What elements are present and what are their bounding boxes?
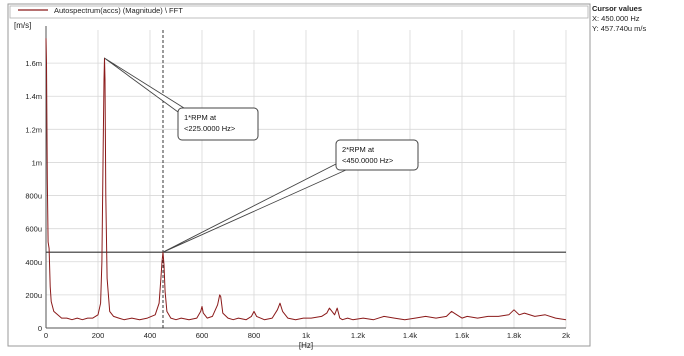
x-tick-label: 2k [562,331,570,340]
y-axis-label: [m/s] [14,21,31,30]
x-tick-label: 200 [92,331,105,340]
y-tick-label: 800u [25,192,42,201]
rpm1-annotation-text: 1*RPM at <225.0000 Hz> [184,113,236,133]
x-tick-label: 400 [144,331,157,340]
y-tick-label: 200u [25,291,42,300]
cursor-values-panel: Cursor values X: 450.000 Hz Y: 457.740u … [592,4,682,34]
annotation-line: <450.0000 Hz> [342,156,394,165]
x-tick-label: 1.2k [351,331,365,340]
x-tick-label: 0 [44,331,48,340]
legend-label: Autospectrum(accs) (Magnitude) \ FFT [54,6,183,15]
y-tick-label: 1.2m [25,125,42,134]
annotation-line: <225.0000 Hz> [184,124,236,133]
cursor-values-title: Cursor values [592,4,643,13]
x-tick-label: 1.6k [455,331,469,340]
y-tick-label: 1.4m [25,92,42,101]
rpm2-annotation-text: 2*RPM at <450.0000 Hz> [342,145,394,165]
cursor-y-readout: Y: 457.740u m/s [592,24,647,33]
x-tick-label: 800 [248,331,261,340]
x-tick-label: 1.8k [507,331,521,340]
annotation-line: 2*RPM at [342,145,375,154]
cursor-x-readout: X: 450.000 Hz [592,14,640,23]
legend-box [9,5,589,19]
x-axis-label: [Hz] [299,341,313,350]
rpm2-annotation-box [335,139,419,171]
y-tick-label: 1.6m [25,59,42,68]
x-tick-label: 1k [302,331,310,340]
x-tick-label: 600 [196,331,209,340]
annotation-line: 1*RPM at [184,113,217,122]
y-tick-label: 400u [25,258,42,267]
x-tick-label: 1.4k [403,331,417,340]
y-tick-label: 1m [32,158,42,167]
y-tick-label: 600u [25,225,42,234]
rpm1-annotation-box [177,107,259,141]
y-tick-label: 0 [38,324,42,333]
spectrum-series-line [45,38,567,321]
